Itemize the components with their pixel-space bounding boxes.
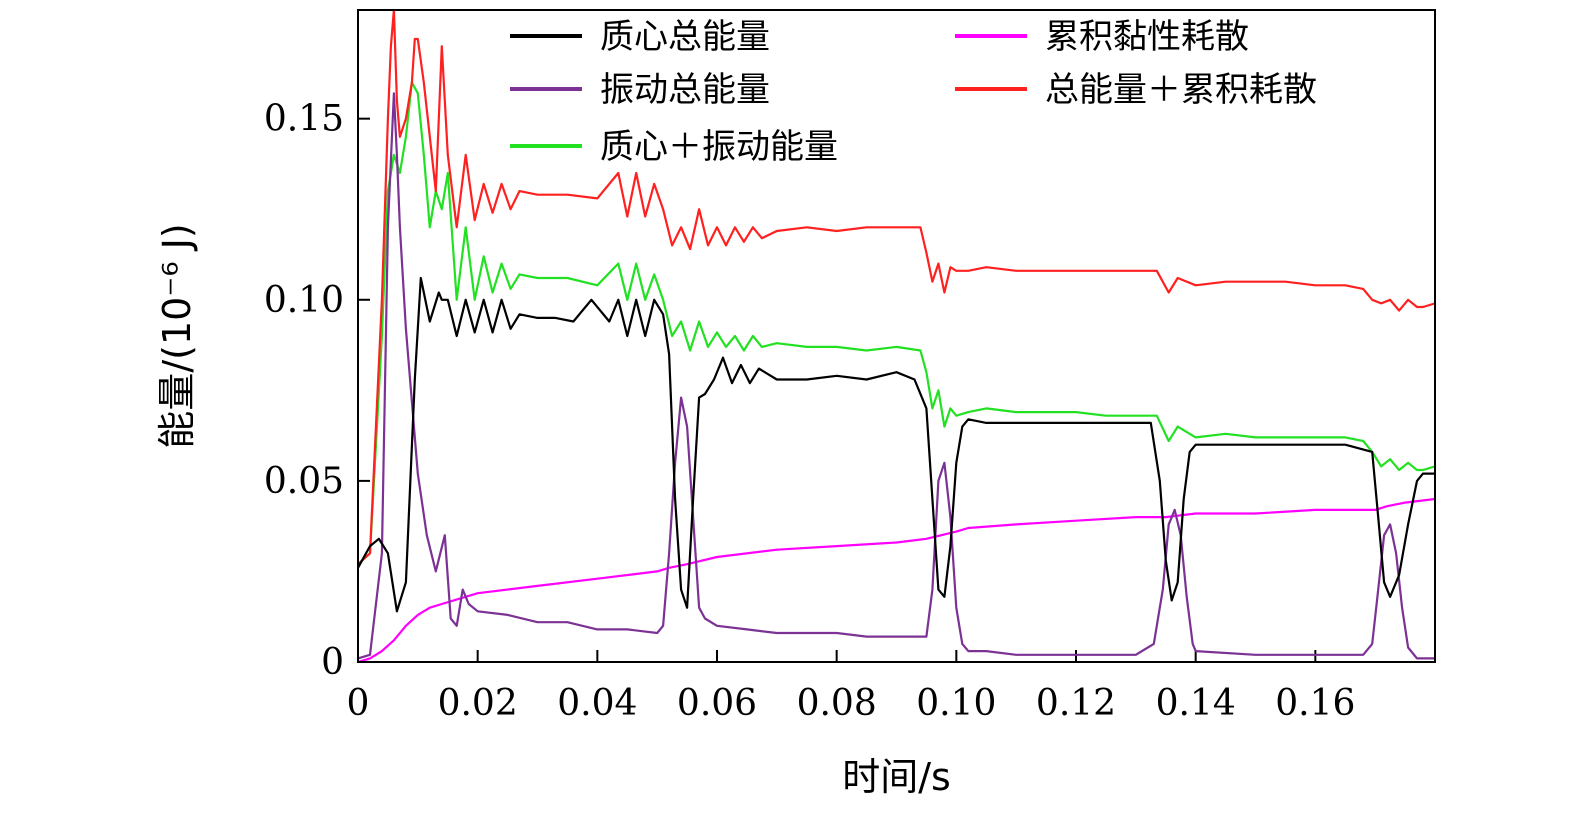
- series-layer: [358, 10, 1435, 662]
- y-tick-label: 0.15: [264, 99, 344, 140]
- plot-frame: [357, 9, 1436, 663]
- y-tick-label: 0: [321, 642, 344, 683]
- legend-label: 质心＋振动能量: [600, 127, 838, 167]
- legend-label: 总能量＋累积耗散: [1045, 70, 1317, 110]
- series-line-5: [358, 10, 1435, 566]
- tick-layer: [357, 117, 1317, 663]
- series-line-1: [358, 276, 1435, 613]
- legend-label: 质心总能量: [600, 17, 770, 57]
- x-axis-title: 时间/s: [842, 755, 951, 799]
- series-line-2: [358, 92, 1435, 660]
- x-tick-label: 0.10: [916, 683, 996, 724]
- y-tick-label: 0.10: [264, 280, 344, 321]
- x-tick-label: 0.02: [438, 683, 518, 724]
- legend-label: 振动总能量: [600, 70, 770, 110]
- series-line-3: [358, 81, 1435, 566]
- y-axis-title: 能量/(10⁻⁶ J): [155, 223, 199, 448]
- x-tick-label: 0.16: [1275, 683, 1355, 724]
- y-tick-label: 0.05: [264, 461, 344, 502]
- x-tick-label: 0.06: [677, 683, 757, 724]
- x-tick-label: 0.14: [1156, 683, 1236, 724]
- legend-label: 累积黏性耗散: [1045, 17, 1249, 57]
- x-tick-label: 0.08: [797, 683, 877, 724]
- x-tick-label: 0.04: [557, 683, 637, 724]
- series-line-4: [358, 497, 1435, 662]
- x-tick-label: 0: [347, 683, 370, 724]
- x-tick-label: 0.12: [1036, 683, 1116, 724]
- tick-label-layer: 0 0.02 0.04 0.06 0.08 0.10 0.12 0.14 0.16 0 0.05 0.…: [264, 99, 1356, 724]
